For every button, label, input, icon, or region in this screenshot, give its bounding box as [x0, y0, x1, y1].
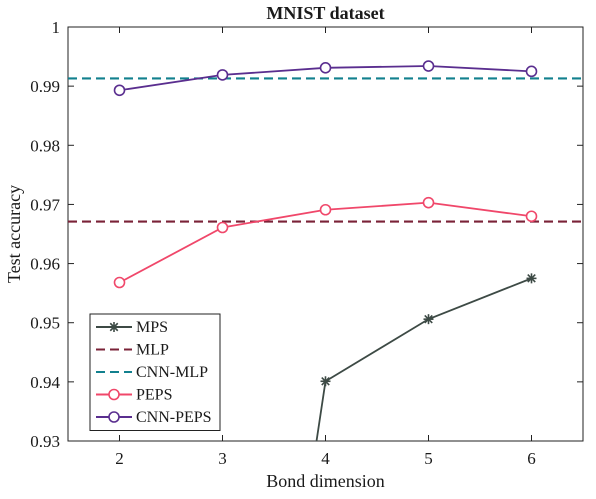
data-point-cnn-peps — [525, 65, 538, 78]
legend-label-mlp: MLP — [136, 342, 169, 359]
legend-label-cnn-peps: CNN-PEPS — [136, 409, 212, 426]
data-point-peps — [525, 210, 538, 223]
y-tick-label: 0.93 — [30, 432, 60, 451]
asterisk-stroke — [321, 376, 330, 386]
data-point-mps — [526, 273, 537, 284]
asterisk-stroke — [109, 322, 119, 332]
y-axis-label: Test accuracy — [4, 185, 24, 283]
asterisk-stroke — [527, 274, 536, 283]
data-point-mps — [423, 314, 434, 325]
legend-marker-cnn-peps — [108, 411, 120, 423]
legend-label-mps: MPS — [136, 319, 168, 336]
y-tick-label: 0.95 — [30, 314, 60, 333]
asterisk-stroke — [424, 314, 433, 324]
data-point-cnn-peps — [319, 62, 332, 74]
data-point-peps — [319, 203, 332, 216]
x-tick-label: 3 — [218, 449, 227, 468]
y-tick-label: 0.99 — [30, 77, 60, 96]
legend-marker-mps — [109, 322, 119, 332]
x-axis-label: Bond dimension — [266, 471, 385, 491]
data-point-cnn-peps — [422, 60, 435, 72]
x-tick-label: 2 — [115, 449, 124, 468]
series-layer — [68, 60, 583, 441]
y-tick-label: 1 — [52, 18, 61, 37]
y-tick-label: 0.94 — [30, 373, 60, 392]
data-point-peps — [216, 221, 229, 234]
data-point-peps — [422, 196, 435, 209]
x-tick-label: 6 — [527, 449, 536, 468]
series-line-mps — [315, 277, 532, 441]
chart-title: MNIST dataset — [266, 3, 384, 23]
y-tick-label: 0.96 — [30, 255, 60, 274]
data-point-cnn-peps — [216, 69, 229, 81]
data-point-peps — [113, 276, 126, 289]
data-point-cnn-peps — [113, 84, 126, 97]
x-tick-label: 5 — [424, 449, 433, 468]
legend: MPS MLP CNN-MLP PEPS CNN-PEPS — [89, 313, 221, 431]
y-tick-label: 0.98 — [30, 136, 60, 155]
data-point-mps — [320, 376, 331, 387]
legend-label-cnn-mlp: CNN-MLP — [136, 364, 208, 381]
y-tick-label: 0.97 — [30, 195, 60, 214]
legend-marker-peps — [108, 388, 120, 401]
legend-label-peps: PEPS — [136, 387, 172, 404]
x-tick-label: 4 — [321, 449, 330, 468]
